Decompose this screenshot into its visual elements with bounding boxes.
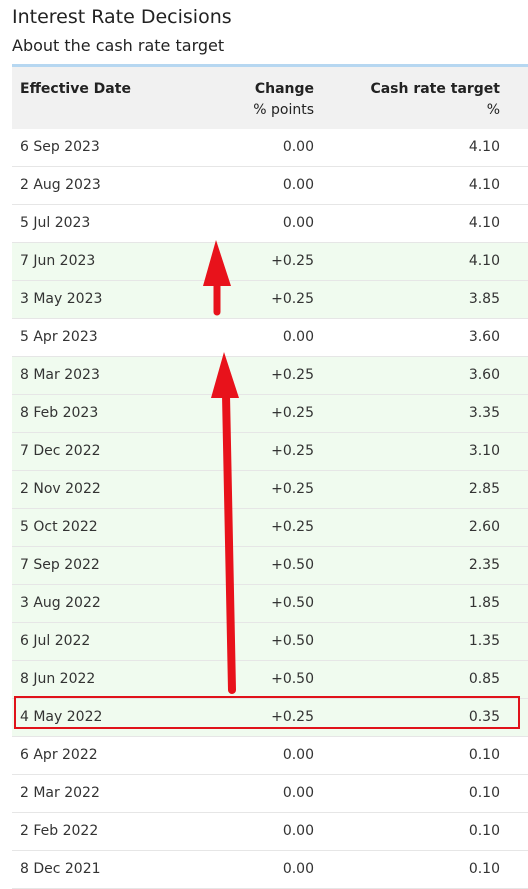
cell-rate: 4.10 — [468, 177, 500, 193]
table-row: 2 Aug 2023 0.00 4.10 — [12, 167, 528, 205]
cell-rate: 2.85 — [468, 481, 500, 497]
cell-rate: 0.35 — [468, 709, 500, 725]
header-effective-date[interactable]: Effective Date — [20, 79, 131, 100]
cell-change: 0.00 — [282, 823, 314, 839]
cell-date: 6 Jul 2022 — [20, 633, 91, 649]
cell-change: 0.00 — [282, 329, 314, 345]
header-change[interactable]: Change % points — [253, 79, 314, 121]
table-row: 8 Feb 2023 +0.25 3.35 — [12, 395, 528, 433]
table-row: 7 Jun 2023 +0.25 4.10 — [12, 243, 528, 281]
cell-date: 7 Jun 2023 — [20, 253, 96, 269]
table-row: 2 Mar 2022 0.00 0.10 — [12, 775, 528, 813]
header-rate-unit: % — [486, 102, 500, 118]
cell-rate: 2.35 — [468, 557, 500, 573]
page-subtitle: About the cash rate target — [12, 36, 225, 55]
cell-date: 5 Jul 2023 — [20, 215, 91, 231]
table-row: 8 Mar 2023 +0.25 3.60 — [12, 357, 528, 395]
cell-date: 7 Sep 2022 — [20, 557, 100, 573]
cell-change: +0.25 — [271, 367, 314, 383]
cell-date: 5 Apr 2023 — [20, 329, 98, 345]
table-row: 5 Jul 2023 0.00 4.10 — [12, 205, 528, 243]
cell-date: 6 Apr 2022 — [20, 747, 98, 763]
cell-date: 6 Sep 2023 — [20, 139, 100, 155]
table-header: Effective Date Change % points Cash rate… — [12, 64, 528, 129]
cell-date: 8 Feb 2023 — [20, 405, 99, 421]
cell-date: 5 Oct 2022 — [20, 519, 98, 535]
table-row: 3 Aug 2022 +0.50 1.85 — [12, 585, 528, 623]
table-row: 5 Oct 2022 +0.25 2.60 — [12, 509, 528, 547]
cell-rate: 3.85 — [468, 291, 500, 307]
arrow-upper-head — [203, 240, 231, 286]
cell-date: 3 May 2023 — [20, 291, 103, 307]
table-row: 5 Apr 2023 0.00 3.60 — [12, 319, 528, 357]
cell-date: 3 Aug 2022 — [20, 595, 101, 611]
arrow-lower-head — [211, 352, 239, 398]
cell-date: 4 May 2022 — [20, 709, 103, 725]
header-change-label: Change — [254, 81, 314, 97]
cell-change: 0.00 — [282, 215, 314, 231]
highlight-box — [14, 696, 520, 729]
cell-change: +0.25 — [271, 291, 314, 307]
cell-change: 0.00 — [282, 785, 314, 801]
cell-change: +0.25 — [271, 405, 314, 421]
cell-change: +0.25 — [271, 481, 314, 497]
header-change-unit: % points — [253, 102, 314, 118]
table-row: 6 Apr 2022 0.00 0.10 — [12, 737, 528, 775]
cell-change: 0.00 — [282, 177, 314, 193]
cell-change: 0.00 — [282, 747, 314, 763]
cell-date: 2 Aug 2023 — [20, 177, 101, 193]
cell-change: 0.00 — [282, 139, 314, 155]
cell-rate: 0.10 — [468, 861, 500, 877]
cell-rate: 0.10 — [468, 785, 500, 801]
cell-date: 8 Dec 2021 — [20, 861, 101, 877]
header-date-label: Effective Date — [20, 81, 131, 97]
rate-decisions-table: Effective Date Change % points Cash rate… — [12, 64, 528, 889]
cell-rate: 0.10 — [468, 823, 500, 839]
cell-change: +0.50 — [271, 557, 314, 573]
table-row: 8 Jun 2022 +0.50 0.85 — [12, 661, 528, 699]
table-row: 3 May 2023 +0.25 3.85 — [12, 281, 528, 319]
cell-rate: 0.10 — [468, 747, 500, 763]
cell-rate: 4.10 — [468, 253, 500, 269]
cell-date: 2 Mar 2022 — [20, 785, 100, 801]
cell-change: +0.25 — [271, 709, 314, 725]
cell-rate: 3.10 — [468, 443, 500, 459]
cell-change: +0.50 — [271, 633, 314, 649]
cell-change: +0.25 — [271, 519, 314, 535]
cell-rate: 0.85 — [468, 671, 500, 687]
cell-change: +0.50 — [271, 671, 314, 687]
cell-rate: 2.60 — [468, 519, 500, 535]
cell-date: 8 Mar 2023 — [20, 367, 100, 383]
header-cash-rate[interactable]: Cash rate target % — [370, 79, 500, 121]
cell-change: +0.25 — [271, 443, 314, 459]
cell-rate: 1.35 — [468, 633, 500, 649]
cell-rate: 4.10 — [468, 215, 500, 231]
cell-rate: 3.35 — [468, 405, 500, 421]
header-rate-label: Cash rate target — [370, 81, 500, 97]
table-row: 6 Sep 2023 0.00 4.10 — [12, 129, 528, 167]
cell-change: +0.50 — [271, 595, 314, 611]
cell-rate: 1.85 — [468, 595, 500, 611]
table-row: 2 Feb 2022 0.00 0.10 — [12, 813, 528, 851]
table-row: 2 Nov 2022 +0.25 2.85 — [12, 471, 528, 509]
cell-date: 2 Nov 2022 — [20, 481, 101, 497]
table-row: 7 Dec 2022 +0.25 3.10 — [12, 433, 528, 471]
cell-date: 8 Jun 2022 — [20, 671, 96, 687]
table-row: 4 May 2022 +0.25 0.35 — [12, 699, 528, 737]
table-body: 6 Sep 2023 0.00 4.10 2 Aug 2023 0.00 4.10 5 Ju… — [12, 129, 528, 889]
page-title: Interest Rate Decisions — [12, 6, 232, 28]
table-row: 6 Jul 2022 +0.50 1.35 — [12, 623, 528, 661]
cell-change: +0.25 — [271, 253, 314, 269]
cell-date: 2 Feb 2022 — [20, 823, 99, 839]
cell-rate: 3.60 — [468, 329, 500, 345]
arrow-lower-shaft — [222, 391, 236, 694]
cell-date: 7 Dec 2022 — [20, 443, 101, 459]
cell-change: 0.00 — [282, 861, 314, 877]
cell-rate: 4.10 — [468, 139, 500, 155]
cell-rate: 3.60 — [468, 367, 500, 383]
table-row: 7 Sep 2022 +0.50 2.35 — [12, 547, 528, 585]
